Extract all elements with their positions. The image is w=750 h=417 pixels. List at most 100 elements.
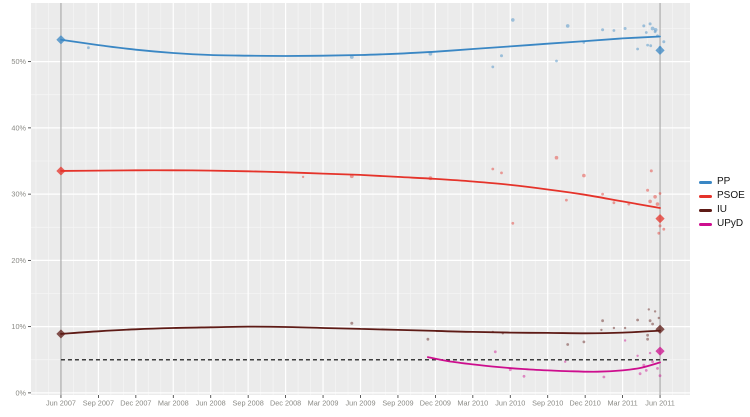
legend-item-iu: IU <box>699 205 745 215</box>
poll-point-iu <box>501 332 504 335</box>
poll-point-upyd <box>658 374 662 378</box>
poll-point-pp <box>582 41 586 44</box>
x-tick-label: Jun 2007 <box>46 399 76 408</box>
poll-point-pp <box>623 27 627 30</box>
poll-point-iu <box>657 316 660 320</box>
poll-point-upyd <box>493 350 497 354</box>
poll-point-upyd <box>636 354 639 357</box>
legend-swatch-iu <box>699 208 712 212</box>
poll-point-psoe <box>612 201 616 205</box>
poll-point-psoe <box>565 198 568 202</box>
poll-point-pp <box>555 59 558 63</box>
poll-point-pp <box>656 34 659 38</box>
x-tick-label: Sep 2010 <box>532 399 563 408</box>
legend-swatch-pp <box>699 180 712 184</box>
poll-point-psoe <box>428 176 433 181</box>
election-result-marker-pp <box>56 35 66 45</box>
poll-point-psoe <box>500 171 503 175</box>
poll-point-upyd <box>642 363 646 367</box>
x-tick-label: Sep 2008 <box>233 399 264 408</box>
poll-point-psoe <box>646 188 650 192</box>
x-tick-label: Dec 2009 <box>420 399 451 408</box>
poll-point-iu <box>600 328 603 332</box>
poll-point-pp <box>500 54 503 58</box>
poll-point-iu <box>646 333 649 337</box>
y-tick-label: 30% <box>11 190 26 199</box>
x-tick-label: Jun 2010 <box>495 399 525 408</box>
poll-point-pp <box>648 22 652 26</box>
poll-point-pp <box>642 24 646 28</box>
poll-point-upyd <box>508 368 512 372</box>
poll-point-psoe <box>582 173 586 178</box>
poll-point-iu <box>646 337 649 341</box>
poll-point-psoe <box>627 202 631 206</box>
election-result-marker-iu <box>56 329 66 339</box>
election-result-marker-psoe <box>655 214 665 224</box>
poll-point-psoe <box>653 195 657 199</box>
poll-point-pp <box>565 24 570 28</box>
x-tick-label: Mar 2010 <box>457 399 488 408</box>
poll-point-pp <box>649 44 653 48</box>
legend: PP PSOE IU UPyD <box>699 177 745 229</box>
poll-point-psoe <box>601 192 604 196</box>
poll-point-psoe <box>658 192 662 195</box>
trend-line-upyd <box>426 356 661 373</box>
poll-point-upyd <box>564 360 567 363</box>
poll-point-iu <box>601 319 604 323</box>
poll-point-iu <box>647 308 650 311</box>
poll-point-pp <box>662 40 666 44</box>
poll-point-upyd <box>648 351 652 355</box>
poll-point-psoe <box>648 199 652 204</box>
poll-point-pp <box>653 30 657 34</box>
poll-point-pp <box>349 55 354 59</box>
poll-point-iu <box>653 310 657 313</box>
poll-point-upyd <box>623 339 627 342</box>
legend-label: UPyD <box>717 218 744 229</box>
poll-point-upyd <box>602 375 606 379</box>
poll-point-psoe <box>658 224 662 228</box>
poll-point-upyd <box>644 369 648 372</box>
poll-point-pp <box>636 47 639 51</box>
poll-point-iu <box>426 337 430 341</box>
y-tick-label: 20% <box>11 256 26 265</box>
poll-point-pp <box>511 18 515 22</box>
poll-point-upyd <box>638 372 642 376</box>
poll-point-pp <box>646 43 649 47</box>
poll-point-psoe <box>491 167 495 171</box>
legend-label: IU <box>717 204 727 215</box>
trend-line-iu <box>60 325 661 335</box>
legend-item-psoe: PSOE <box>699 191 745 201</box>
x-tick-label: Jun 2011 <box>645 399 674 408</box>
election-result-marker-pp <box>655 45 665 55</box>
y-tick-label: 0% <box>15 388 26 397</box>
poll-point-iu <box>491 330 494 334</box>
election-result-marker-iu <box>655 324 665 334</box>
x-tick-label: Jun 2008 <box>196 399 226 408</box>
poll-point-iu <box>623 326 627 330</box>
poll-point-upyd <box>651 360 654 364</box>
poll-point-iu <box>636 318 639 322</box>
legend-swatch-psoe <box>699 194 712 198</box>
legend-label: PP <box>717 176 731 187</box>
poll-point-pp <box>650 26 655 31</box>
poll-point-psoe <box>554 155 559 160</box>
poll-point-pp <box>601 28 605 32</box>
election-result-marker-upyd <box>655 346 665 356</box>
poll-point-pp <box>644 31 648 34</box>
election-result-marker-psoe <box>56 166 66 176</box>
y-tick-label: 50% <box>11 57 26 66</box>
poll-point-psoe <box>655 202 660 206</box>
x-tick-label: Jun 2009 <box>345 399 375 408</box>
poll-point-pp <box>87 46 90 50</box>
y-tick-label: 10% <box>11 322 26 331</box>
poll-point-pp <box>491 65 495 69</box>
poll-point-upyd <box>656 367 659 370</box>
x-tick-label: Dec 2008 <box>270 399 301 408</box>
poll-point-pp <box>612 29 616 32</box>
x-tick-label: Mar 2011 <box>607 399 637 408</box>
poll-point-psoe <box>301 175 305 179</box>
trend-line-pp <box>60 35 661 57</box>
legend-item-pp: PP <box>699 177 745 187</box>
